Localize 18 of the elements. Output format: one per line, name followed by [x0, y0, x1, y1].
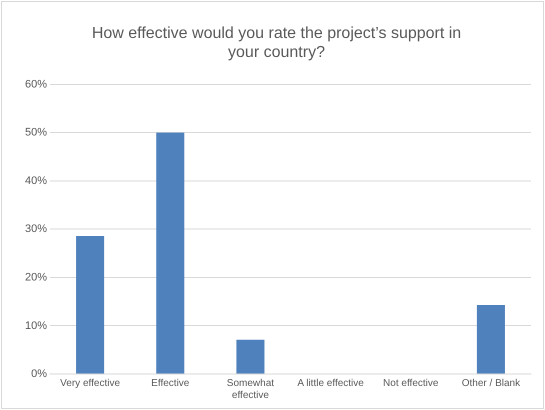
x-tick-label: Not effective: [383, 378, 439, 389]
y-tick-label: 0%: [31, 368, 48, 380]
x-tick-label: A little effective: [297, 378, 364, 389]
y-tick-label: 10%: [24, 320, 48, 332]
y-tick-label: 50%: [24, 126, 48, 139]
x-tick-label: Other / Blank: [462, 378, 522, 389]
x-tick-label: Effective: [151, 378, 190, 389]
x-tick-label: Somewhat effective: [226, 378, 274, 401]
y-tick-label: 20%: [24, 272, 48, 284]
bar: [76, 236, 104, 374]
bar: [236, 340, 264, 374]
bar: [476, 304, 505, 374]
y-tick-label: 40%: [24, 174, 48, 187]
chart-title: How effective would you rate the project’s support in your country?: [92, 25, 462, 62]
bar: [156, 132, 184, 374]
y-tick-label: 30%: [24, 223, 48, 236]
x-tick-label: Very effective: [60, 378, 120, 389]
y-tick-label: 60%: [24, 78, 48, 90]
